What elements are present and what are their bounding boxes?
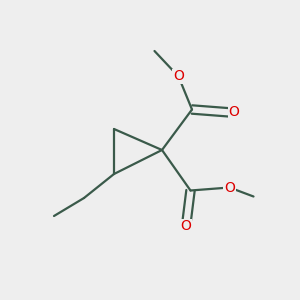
- Text: O: O: [173, 70, 184, 83]
- Text: O: O: [229, 106, 239, 119]
- Text: O: O: [224, 181, 235, 194]
- Text: O: O: [181, 220, 191, 233]
